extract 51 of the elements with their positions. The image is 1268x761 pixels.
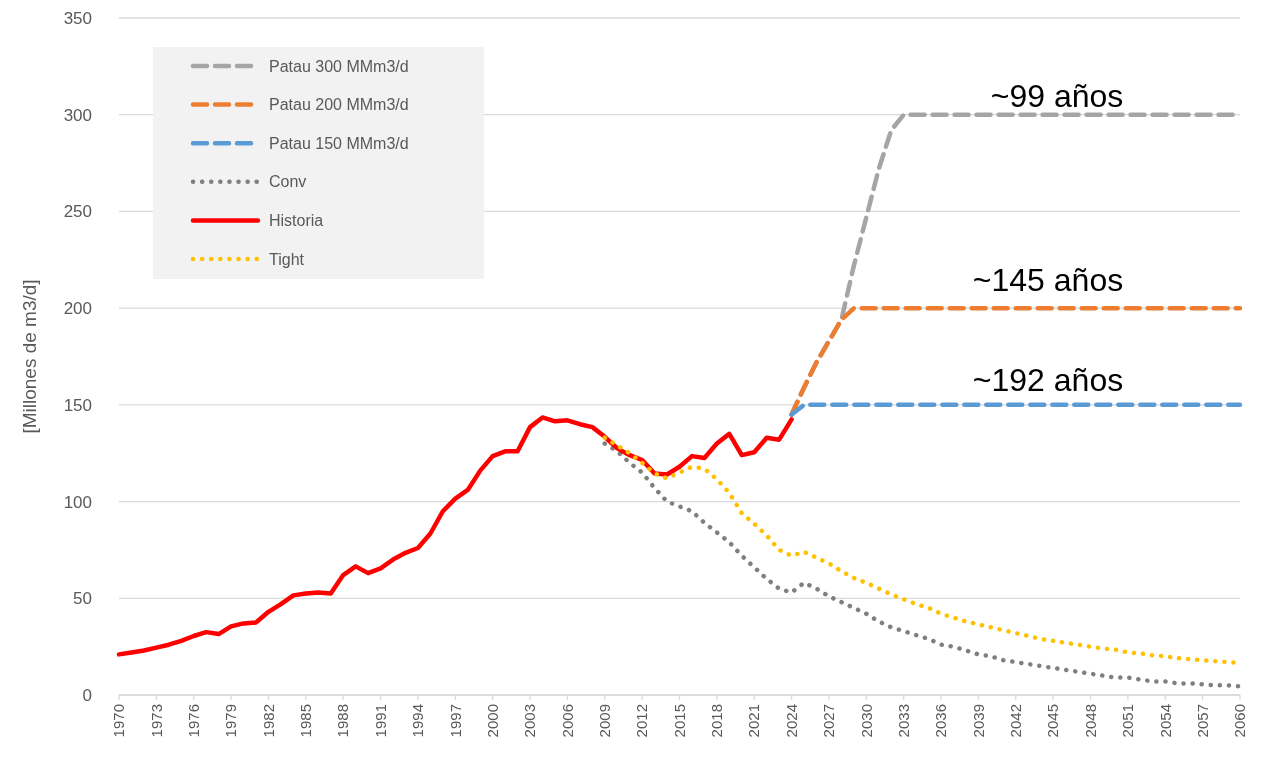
x-tick-label: 1976 <box>184 704 202 738</box>
y-axis-title: [Millones de m3/d] <box>19 279 40 434</box>
y-tick-label: 150 <box>63 395 92 415</box>
x-tick-label: 2054 <box>1156 704 1174 738</box>
annotation: ~192 años <box>972 362 1124 399</box>
x-tick-label: 1994 <box>409 704 427 738</box>
y-tick-label: 0 <box>82 685 92 705</box>
x-tick-label: 1991 <box>371 704 389 738</box>
y-tick-label: 50 <box>73 589 92 609</box>
x-tick-label: 1997 <box>446 704 464 738</box>
x-tick-label: 1982 <box>259 704 277 738</box>
x-tick-label: 2060 <box>1231 704 1249 738</box>
x-tick-label: 1988 <box>334 704 352 738</box>
x-tick-label: 2027 <box>820 704 838 738</box>
x-tick-label: 1970 <box>110 704 128 738</box>
x-tick-label: 2012 <box>633 704 651 738</box>
x-tick-label: 2003 <box>521 704 539 738</box>
x-tick-label: 2009 <box>596 704 614 738</box>
x-tick-label: 2030 <box>857 704 875 738</box>
x-tick-label: 2021 <box>745 704 763 738</box>
legend-label: Tight <box>269 250 305 268</box>
x-tick-label: 2051 <box>1119 704 1137 738</box>
x-tick-label: 1979 <box>222 704 240 738</box>
x-tick-label: 2036 <box>932 704 950 738</box>
x-tick-label: 2024 <box>782 704 800 738</box>
x-tick-label: 2042 <box>1007 704 1025 738</box>
x-tick-label: 2039 <box>969 704 987 738</box>
x-tick-label: 1985 <box>297 704 315 738</box>
legend-label: Historia <box>269 212 324 229</box>
legend-label: Patau 300 MMm3/d <box>269 57 409 75</box>
legend-label: Patau 150 MMm3/d <box>269 134 409 152</box>
x-tick-label: 2018 <box>708 704 726 738</box>
x-tick-label: 2006 <box>558 704 576 738</box>
x-tick-label: 2057 <box>1193 704 1211 738</box>
x-tick-label: 2048 <box>1081 704 1099 738</box>
y-tick-label: 100 <box>63 492 92 512</box>
y-tick-label: 350 <box>63 8 92 28</box>
line-series <box>116 415 794 657</box>
annotation: ~99 años <box>990 78 1124 115</box>
legend-label: Conv <box>269 173 307 191</box>
x-tick-label: 2000 <box>483 704 501 738</box>
y-tick-label: 250 <box>63 202 92 222</box>
x-tick-label: 2033 <box>894 704 912 738</box>
line-series <box>789 305 1243 417</box>
x-tick-label: 2045 <box>1044 704 1062 738</box>
legend-label: Patau 200 MMm3/d <box>269 96 409 114</box>
y-tick-label: 200 <box>63 299 92 319</box>
x-tick-label: 2015 <box>670 704 688 738</box>
x-tick-label: 1973 <box>147 704 165 738</box>
annotation: ~145 años <box>972 262 1124 299</box>
y-tick-label: 300 <box>63 105 92 125</box>
